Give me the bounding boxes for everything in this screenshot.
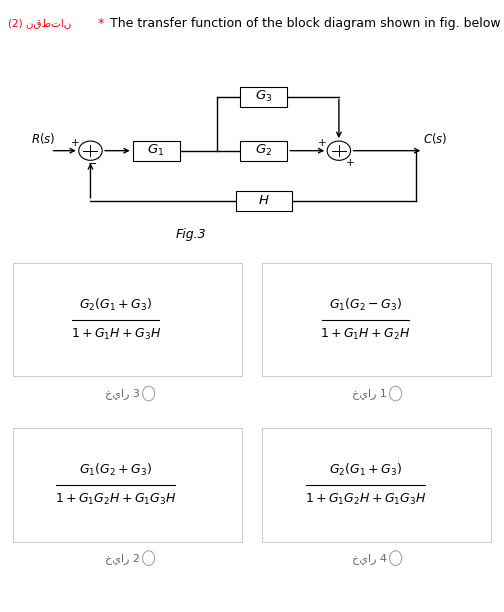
- Text: $1 + G_1G_2H + G_1G_3H$: $1 + G_1G_2H + G_1G_3H$: [55, 492, 176, 507]
- Text: $R(s)$: $R(s)$: [31, 131, 56, 146]
- Text: خيار 3: خيار 3: [105, 388, 140, 399]
- Text: $G_2(G_1 + G_3)$: $G_2(G_1 + G_3)$: [329, 462, 402, 478]
- Text: $C(s)$: $C(s)$: [423, 131, 447, 146]
- Bar: [240, 87, 287, 106]
- Text: $G_1(G_2 - G_3)$: $G_1(G_2 - G_3)$: [329, 297, 402, 313]
- Circle shape: [79, 141, 102, 160]
- Text: (2) نقطتان: (2) نقطتان: [8, 18, 72, 28]
- Text: $G_1$: $G_1$: [148, 143, 165, 159]
- Circle shape: [390, 551, 402, 565]
- Text: $G_2(G_1 + G_3)$: $G_2(G_1 + G_3)$: [79, 297, 152, 313]
- Circle shape: [143, 386, 155, 401]
- Text: The transfer function of the block diagram shown in fig. below is: The transfer function of the block diagr…: [110, 17, 504, 30]
- Text: −: −: [88, 159, 97, 169]
- Bar: [236, 191, 292, 211]
- Text: Fig.3: Fig.3: [176, 228, 207, 241]
- Circle shape: [143, 551, 155, 565]
- Text: $1 + G_1G_2H + G_1G_3H$: $1 + G_1G_2H + G_1G_3H$: [304, 492, 426, 507]
- Text: +: +: [346, 158, 355, 168]
- Text: $G_3$: $G_3$: [255, 89, 273, 104]
- Text: $G_2$: $G_2$: [256, 143, 273, 159]
- Text: +: +: [71, 138, 80, 148]
- Bar: [133, 141, 179, 161]
- Text: خيار 2: خيار 2: [105, 553, 140, 564]
- Text: $H$: $H$: [258, 194, 270, 207]
- Text: *: *: [98, 17, 108, 30]
- Text: $1 + G_1H + G_3H$: $1 + G_1H + G_3H$: [71, 327, 161, 341]
- Text: $1 + G_1H + G_2H$: $1 + G_1H + G_2H$: [320, 327, 410, 341]
- Text: $G_1(G_2 + G_3)$: $G_1(G_2 + G_3)$: [79, 462, 152, 478]
- Text: خيار 4: خيار 4: [352, 553, 387, 564]
- Text: خيار 1: خيار 1: [352, 388, 387, 399]
- Circle shape: [327, 141, 351, 160]
- Text: +: +: [318, 138, 327, 148]
- Bar: [240, 141, 287, 161]
- Circle shape: [390, 386, 402, 401]
